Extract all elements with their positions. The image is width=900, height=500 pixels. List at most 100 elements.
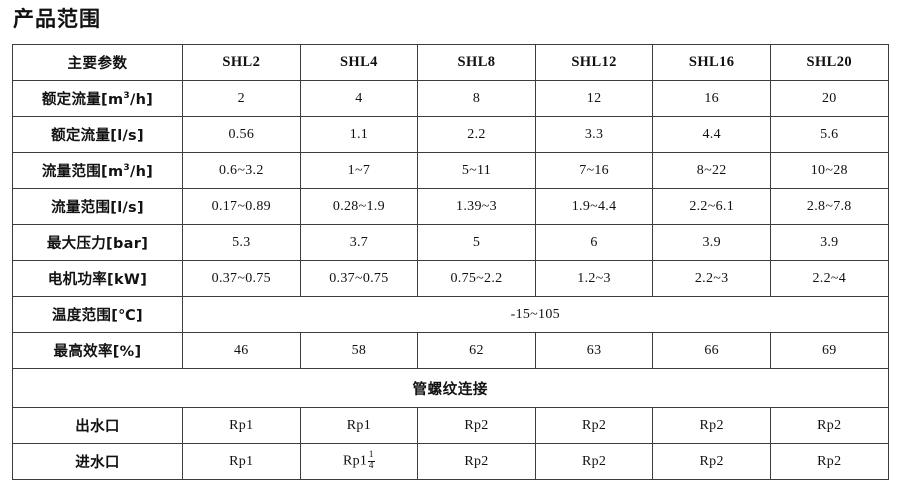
table-row: 最高效率[%] 46 58 62 63 66 69 — [12, 332, 889, 369]
row-label-flow-range-ls: 流量范围[l/s] — [12, 188, 183, 225]
cell-value: 3.7 — [299, 224, 419, 261]
column-header-shl16: SHL16 — [652, 44, 771, 81]
column-header-shl2: SHL2 — [182, 44, 301, 81]
cell-value: Rp2 — [652, 407, 771, 444]
row-label-superscript: 3 — [123, 91, 130, 102]
cell-value: Rp1 — [182, 407, 301, 444]
column-header-shl4: SHL4 — [299, 44, 419, 81]
row-label-flow-range-m3h: 流量范围[m3/h] — [12, 152, 183, 189]
cell-value: 2.2 — [417, 116, 536, 153]
cell-value: Rp1 — [299, 407, 419, 444]
row-label-outlet: 出水口 — [12, 407, 183, 444]
cell-value: 2.2~6.1 — [652, 188, 771, 225]
cell-value: Rp2 — [769, 407, 889, 444]
cell-value: Rp2 — [417, 443, 536, 480]
cell-value: 2 — [182, 80, 301, 117]
cell-value-text: Rp2 — [699, 453, 724, 469]
cell-value: 16 — [652, 80, 771, 117]
table-row: 额定流量[m3/h] 2 4 8 12 16 20 — [12, 80, 889, 117]
cell-value: 69 — [769, 332, 889, 369]
row-label-superscript: 3 — [123, 163, 130, 174]
cell-value: 2.2~3 — [652, 260, 771, 297]
product-specification-table: 主要参数 SHL2 SHL4 SHL8 SHL12 SHL16 SHL20 额定… — [12, 44, 889, 480]
page-title: 产品范围 — [13, 7, 101, 31]
row-label-text: 流量范围[l/s] — [51, 200, 144, 216]
column-header-parameter: 主要参数 — [12, 44, 183, 81]
cell-value-text: Rp1 — [229, 453, 254, 469]
cell-value-temperature-merged: -15~105 — [182, 296, 889, 333]
cell-value: 20 — [769, 80, 889, 117]
cell-value: 58 — [299, 332, 419, 369]
cell-value: Rp1 — [182, 443, 301, 480]
table-header-row: 主要参数 SHL2 SHL4 SHL8 SHL12 SHL16 SHL20 — [12, 44, 889, 81]
cell-value-text: Rp1 — [342, 453, 368, 469]
cell-value: 5.6 — [769, 116, 889, 153]
cell-value: Rp2 — [534, 407, 654, 444]
column-header-shl8: SHL8 — [417, 44, 536, 81]
cell-value: 8 — [417, 80, 536, 117]
cell-value: 1~7 — [299, 152, 419, 189]
cell-value: 3.9 — [769, 224, 889, 261]
row-label-text: 最大压力[bar] — [46, 236, 149, 252]
cell-value: 4 — [299, 80, 419, 117]
cell-value: 10~28 — [769, 152, 889, 189]
cell-value: 7~16 — [534, 152, 654, 189]
cell-value: 4.4 — [652, 116, 771, 153]
cell-value: 1.2~3 — [534, 260, 654, 297]
table-row: 进水口 Rp1 Rp1 1 4 Rp2 Rp2 Rp2 Rp2 — [12, 443, 889, 480]
row-label-text: 流量范围[m — [41, 164, 124, 180]
row-label-text: 额定流量[m — [41, 92, 124, 108]
row-label-suffix: /h] — [129, 92, 154, 108]
cell-value: 5.3 — [182, 224, 301, 261]
cell-value: 0.6~3.2 — [182, 152, 301, 189]
spec-table-container: 主要参数 SHL2 SHL4 SHL8 SHL12 SHL16 SHL20 额定… — [12, 44, 889, 480]
table-row: 电机功率[kW] 0.37~0.75 0.37~0.75 0.75~2.2 1.… — [12, 260, 889, 297]
cell-value: 0.37~0.75 — [182, 260, 301, 297]
cell-value: 5 — [417, 224, 536, 261]
cell-value: Rp1 1 4 — [299, 443, 419, 480]
cell-value: 1.9~4.4 — [534, 188, 654, 225]
cell-value: 0.56 — [182, 116, 301, 153]
cell-value: 0.28~1.9 — [299, 188, 419, 225]
column-header-shl20: SHL20 — [769, 44, 889, 81]
fraction-numerator: 1 — [368, 449, 374, 460]
cell-value: 1.1 — [299, 116, 419, 153]
cell-value: 0.37~0.75 — [299, 260, 419, 297]
table-row: 出水口 Rp1 Rp1 Rp2 Rp2 Rp2 Rp2 — [12, 407, 889, 444]
row-label-text: 电机功率[kW] — [47, 272, 148, 288]
row-label-max-efficiency: 最高效率[%] — [12, 332, 183, 369]
cell-value-text: Rp2 — [464, 453, 489, 469]
fraction-denominator: 4 — [367, 460, 375, 471]
cell-value: 0.75~2.2 — [417, 260, 536, 297]
row-label-rated-flow-m3h: 额定流量[m3/h] — [12, 80, 183, 117]
column-header-shl12: SHL12 — [534, 44, 654, 81]
cell-value: 3.9 — [652, 224, 771, 261]
cell-value: Rp2 — [417, 407, 536, 444]
cell-value: 0.17~0.89 — [182, 188, 301, 225]
table-row: 流量范围[l/s] 0.17~0.89 0.28~1.9 1.39~3 1.9~… — [12, 188, 889, 225]
cell-value: Rp2 — [652, 443, 771, 480]
cell-value: 3.3 — [534, 116, 654, 153]
cell-value: 2.8~7.8 — [769, 188, 889, 225]
table-header: 主要参数 SHL2 SHL4 SHL8 SHL12 SHL16 SHL20 — [12, 44, 889, 81]
table-row: 温度范围[℃] -15~105 — [12, 296, 889, 333]
row-label-text: 额定流量[l/s] — [51, 128, 144, 144]
table-row: 流量范围[m3/h] 0.6~3.2 1~7 5~11 7~16 8~22 10… — [12, 152, 889, 189]
cell-value: 5~11 — [417, 152, 536, 189]
cell-value: 63 — [534, 332, 654, 369]
table-body: 额定流量[m3/h] 2 4 8 12 16 20 额定流量[l/s] 0.56… — [12, 80, 889, 480]
cell-value: 1.39~3 — [417, 188, 536, 225]
table-row: 额定流量[l/s] 0.56 1.1 2.2 3.3 4.4 5.6 — [12, 116, 889, 153]
cell-value: 66 — [652, 332, 771, 369]
row-label-max-pressure: 最大压力[bar] — [12, 224, 183, 261]
row-label-temperature-range: 温度范围[℃] — [12, 296, 183, 333]
connection-type-note: 管螺纹连接 — [12, 368, 889, 408]
cell-value: 6 — [534, 224, 654, 261]
cell-value: 12 — [534, 80, 654, 117]
row-label-inlet: 进水口 — [12, 443, 183, 480]
cell-value: 62 — [417, 332, 536, 369]
table-row: 最大压力[bar] 5.3 3.7 5 6 3.9 3.9 — [12, 224, 889, 261]
cell-value: Rp2 — [769, 443, 889, 480]
